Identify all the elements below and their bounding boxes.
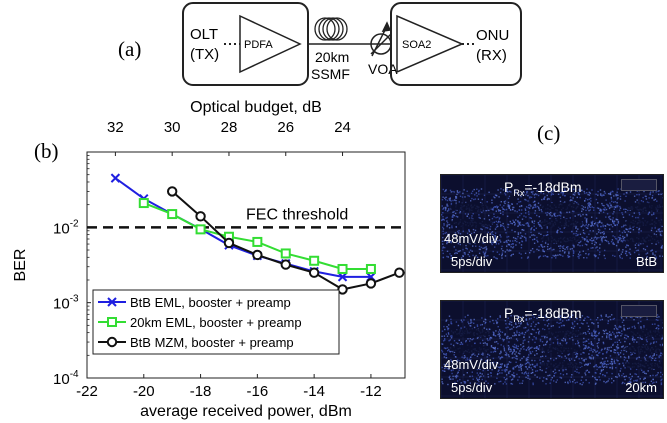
eye-diagram-20km: PRx=-18dBm 48mV/div 5ps/div 20km [440,300,664,399]
data-point [195,211,206,222]
data-point [365,278,377,289]
x-tick-label: -20 [133,383,155,400]
data-point [252,236,263,247]
eye-vscale-label: 48mV/div [444,231,499,246]
series-3 [166,186,405,295]
legend-items: BtB EML, booster + preamp 20km EML, boost… [98,295,302,350]
top-tick-label: 30 [164,119,181,136]
y-axis-ticks: 10-4 10-3 10-2 [53,155,91,388]
legend-label: BtB MZM, booster + preamp [130,335,294,350]
legend-item: BtB MZM, booster + preamp [98,335,294,350]
x-tick-label: -18 [190,383,212,400]
legend-marker [106,336,118,348]
olt-label: OLT [190,26,218,43]
olt-tx-label: (TX) [190,46,219,63]
data-point [309,255,320,266]
panel-label-b: (b) [34,139,59,163]
legend-label: BtB EML, booster + preamp [130,295,291,310]
legend-box [92,289,340,355]
legend-marker [107,317,117,327]
eye-power-label: PRx=-18dBm [504,305,582,324]
fiber-spool-icon [314,17,348,41]
setup-diagram: OLT (TX) PDFA 20km SSMF VOA SOA2 ONU (RX… [182,2,522,86]
data-point [337,284,348,295]
data-point [280,259,291,270]
onu-label: ONU [476,27,509,44]
data-point [110,173,121,183]
pdfa-amplifier-icon [239,14,302,74]
y-tick-label: 10-4 [53,369,79,388]
eye-legend-box [621,305,657,317]
soa2-label: SOA2 [402,39,431,51]
series-layer [110,173,405,295]
legend: BtB EML, booster + preamp 20km EML, boost… [92,289,340,355]
onu-rx-label: (RX) [476,47,507,64]
eye-diagram-btb: PRx=-18dBm 48mV/div 5ps/div BtB [440,174,664,273]
top-tick-label: 32 [107,119,124,136]
data-point [337,272,348,282]
data-point [138,198,149,209]
fec-threshold-label: FEC threshold [246,206,348,223]
eye-hscale-label: 5ps/div [451,380,493,395]
top-axis-title: Optical budget, dB [190,99,322,116]
data-point [365,263,376,274]
data-point [308,267,320,278]
legend-label: 20km EML, booster + preamp [130,315,302,330]
x-tick-label: -14 [303,383,325,400]
y-axis-title: BER [12,249,29,282]
eye-legend-box [621,179,657,191]
voa-label: VOA [368,61,398,77]
onu-block [390,2,522,86]
eye-tag-label: BtB [636,254,657,269]
legend-item: 20km EML, booster + preamp [98,315,302,330]
top-tick-label: 28 [221,119,238,136]
legend-item: BtB EML, booster + preamp [98,295,291,310]
top-axis-ticks: 32 30 28 26 24 [107,119,351,156]
top-tick-label: 26 [277,119,294,136]
panel-label-c: (c) [537,121,560,145]
plot-frame [86,151,406,379]
y-tick-label: 10-3 [53,294,79,313]
data-point [195,224,206,235]
eye-power-label: PRx=-18dBm [504,179,582,198]
data-point [394,267,405,278]
pdfa-label: PDFA [244,39,273,51]
eye-hscale-label: 5ps/div [451,254,493,269]
x-axis-ticks: -22 -20 -18 -16 -14 -12 [76,374,382,400]
data-point [337,263,348,274]
data-point [166,186,178,197]
data-point [252,249,263,261]
eye-pattern [441,175,663,272]
data-point [223,237,235,249]
fiber-type-label: SSMF [311,66,350,82]
soa2-amplifier-icon [396,14,464,74]
eye-pattern [441,301,663,398]
legend-marker [107,297,117,307]
x-axis-title: average received power, dBm [140,403,352,420]
series-line [114,177,371,278]
series-2 [138,198,376,274]
eye-vscale-label: 48mV/div [444,357,499,372]
data-point [280,248,291,259]
plot-area: FEC threshold [86,151,406,379]
data-point [167,209,178,220]
panel-label-a: (a) [118,37,141,61]
x-tick-label: -12 [360,383,382,400]
y-tick-label: 10-2 [53,218,79,237]
voa-attenuator-icon [370,21,392,57]
x-tick-label: -22 [76,383,98,400]
fiber-length-label: 20km [315,49,349,65]
x-tick-label: -16 [247,383,269,400]
eye-tag-label: 20km [625,380,657,395]
top-tick-label: 24 [334,119,351,136]
